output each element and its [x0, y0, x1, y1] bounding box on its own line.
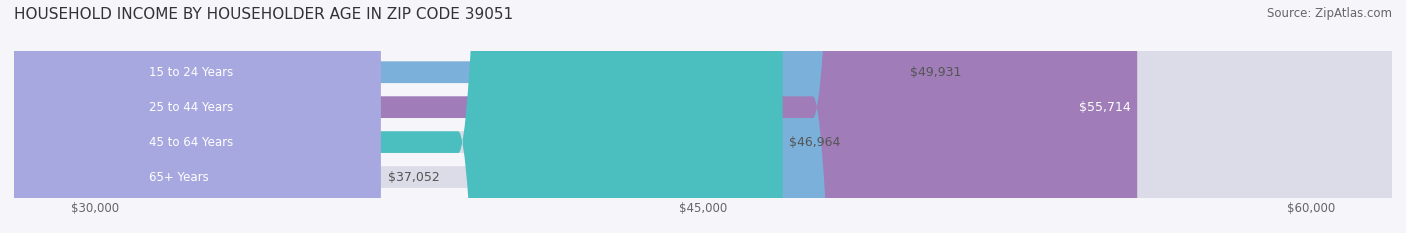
FancyBboxPatch shape	[14, 0, 1392, 233]
Text: $49,931: $49,931	[910, 66, 962, 79]
Text: HOUSEHOLD INCOME BY HOUSEHOLDER AGE IN ZIP CODE 39051: HOUSEHOLD INCOME BY HOUSEHOLDER AGE IN Z…	[14, 7, 513, 22]
FancyBboxPatch shape	[14, 0, 1137, 233]
FancyBboxPatch shape	[14, 0, 1392, 233]
FancyBboxPatch shape	[14, 0, 783, 233]
FancyBboxPatch shape	[14, 0, 1392, 233]
Text: Source: ZipAtlas.com: Source: ZipAtlas.com	[1267, 7, 1392, 20]
FancyBboxPatch shape	[14, 0, 903, 233]
Text: 65+ Years: 65+ Years	[149, 171, 209, 184]
Text: 15 to 24 Years: 15 to 24 Years	[149, 66, 233, 79]
Text: $46,964: $46,964	[790, 136, 841, 149]
FancyBboxPatch shape	[14, 0, 381, 233]
Text: $55,714: $55,714	[1078, 101, 1130, 114]
Text: $37,052: $37,052	[388, 171, 440, 184]
FancyBboxPatch shape	[14, 0, 1392, 233]
Text: 45 to 64 Years: 45 to 64 Years	[149, 136, 233, 149]
Text: 25 to 44 Years: 25 to 44 Years	[149, 101, 233, 114]
